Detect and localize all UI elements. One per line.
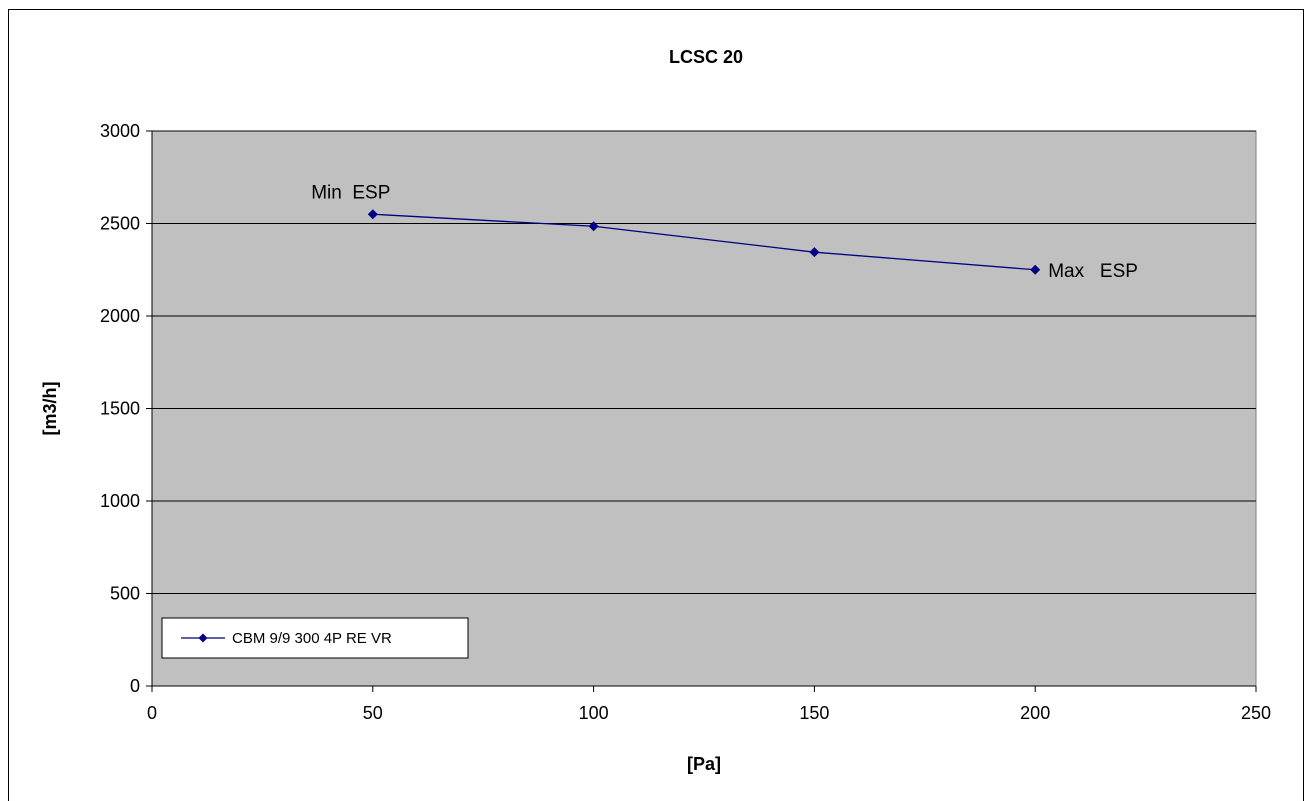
y-tick-label: 3000: [100, 121, 140, 141]
chart-title: LCSC 20: [669, 47, 743, 67]
series-layer: [367, 209, 1041, 275]
data-point: [809, 247, 820, 258]
x-tick-label: 0: [147, 703, 157, 723]
x-tick-label: 100: [579, 703, 609, 723]
y-tick-label: 2000: [100, 306, 140, 326]
y-tick-label: 2500: [100, 214, 140, 234]
y-tick-label: 1500: [100, 399, 140, 419]
x-tick-label: 150: [799, 703, 829, 723]
x-axis-title: [Pa]: [687, 754, 721, 774]
gridlines: [152, 130, 1256, 594]
x-axis-ticks: 0 50 100 150 200 250: [147, 686, 1271, 723]
y-axis-title: [m3/h]: [40, 382, 60, 436]
y-tick-label: 0: [130, 676, 140, 696]
x-tick-label: 50: [363, 703, 383, 723]
data-point: [367, 209, 378, 220]
legend: CBM 9/9 300 4P RE VR: [161, 617, 469, 659]
annotation-min-esp: Min ESP: [311, 182, 390, 203]
y-tick-label: 500: [110, 584, 140, 604]
data-point: [588, 221, 599, 232]
y-axis-ticks: 0 500 1000 1500 2000 2500 3000: [100, 121, 152, 696]
annotation-max-esp: Max ESP: [1048, 261, 1138, 282]
series-line: [372, 213, 1036, 271]
legend-series-marker: [198, 633, 208, 643]
y-tick-label: 1000: [100, 491, 140, 511]
x-tick-label: 250: [1241, 703, 1271, 723]
legend-series-label: CBM 9/9 300 4P RE VR: [232, 630, 392, 647]
data-point: [1030, 264, 1041, 275]
x-tick-label: 200: [1020, 703, 1050, 723]
